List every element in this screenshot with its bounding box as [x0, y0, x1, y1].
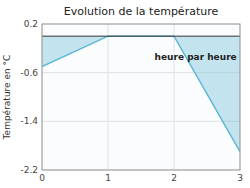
baseline — [42, 36, 240, 37]
x-tick-label: 1 — [105, 173, 111, 183]
y-grid-line — [42, 121, 240, 122]
x-tick-label: 0 — [39, 173, 45, 183]
plot-data — [42, 36, 240, 152]
x-grid-line — [108, 24, 109, 170]
y-tick-label: -2.2 — [20, 165, 38, 175]
y-tick-label: -0.6 — [20, 68, 38, 78]
title: Evolution de la température — [64, 5, 219, 18]
y-axis-label: Température en °C — [2, 55, 12, 141]
plot-frame — [42, 24, 240, 170]
line — [42, 36, 240, 152]
x-grid-line — [174, 24, 175, 170]
chart: 0.2 -0.6 -1.4 -2.20 1 2 3 heure par heure Evolut… — [0, 0, 250, 188]
grid — [42, 24, 240, 170]
plot-background — [42, 24, 240, 170]
area — [42, 36, 240, 152]
annotation: heure par heure — [155, 52, 237, 62]
y-tick-label: -1.4 — [20, 116, 38, 126]
x-tick-label: 2 — [171, 173, 177, 183]
x-tick-label: 3 — [237, 173, 243, 183]
y-tick-label: 0.2 — [24, 19, 38, 29]
